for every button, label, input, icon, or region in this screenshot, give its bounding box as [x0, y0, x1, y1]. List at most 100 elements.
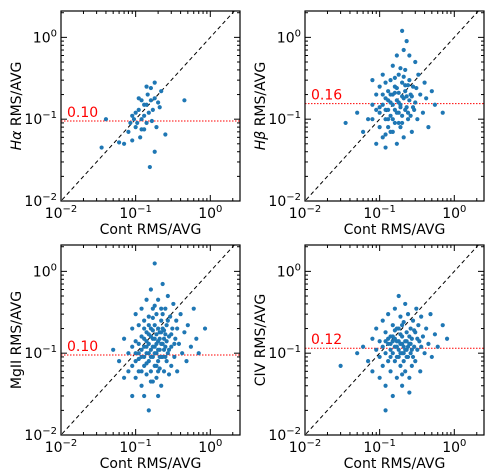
data-point: [418, 369, 423, 374]
data-point: [383, 145, 388, 150]
data-point: [429, 354, 434, 360]
data-point: [414, 85, 419, 91]
data-point: [156, 359, 161, 364]
data-point: [394, 141, 399, 146]
data-point: [407, 375, 412, 380]
data-point: [121, 336, 127, 341]
data-point: [144, 84, 149, 89]
data-point: [388, 347, 393, 352]
data-point: [152, 261, 157, 266]
data-point: [131, 117, 137, 122]
median-label: 0.16: [311, 88, 342, 104]
data-point: [156, 297, 161, 302]
data-point: [400, 80, 405, 85]
data-point: [420, 334, 426, 339]
x-tick-label: 10−2: [45, 438, 78, 456]
data-point: [191, 306, 196, 311]
data-point: [355, 110, 360, 115]
data-point: [432, 332, 438, 337]
data-point: [133, 125, 138, 130]
data-point: [374, 107, 379, 112]
data-point: [355, 351, 360, 356]
y-tick-label: 10−2: [24, 426, 57, 444]
data-point: [161, 328, 167, 333]
data-point: [396, 354, 401, 360]
data-point: [172, 354, 177, 360]
data-point: [388, 92, 393, 97]
data-point: [422, 351, 427, 356]
y-tick-label: 10−2: [268, 192, 301, 210]
data-point: [164, 359, 169, 364]
data-point: [404, 94, 409, 99]
data-point: [409, 363, 414, 368]
data-point: [157, 336, 162, 341]
data-point: [163, 132, 168, 137]
data-point: [407, 78, 412, 83]
data-point: [144, 297, 149, 302]
x-tick-label: 10−1: [363, 204, 396, 222]
data-point: [169, 332, 174, 337]
data-point: [400, 383, 405, 388]
data-point: [394, 344, 399, 349]
data-point: [163, 306, 168, 311]
data-point: [380, 92, 385, 97]
data-point: [410, 84, 416, 89]
data-point: [142, 127, 147, 132]
data-point: [126, 351, 131, 356]
data-point: [429, 89, 434, 94]
panel-frame: [60, 10, 241, 202]
data-point: [407, 98, 412, 103]
data-point: [388, 354, 393, 360]
data-point: [394, 326, 399, 331]
data-point: [154, 375, 159, 380]
data-point: [152, 351, 157, 356]
data-point: [394, 85, 399, 91]
data-point: [159, 306, 164, 311]
data-point: [386, 89, 391, 94]
data-point: [419, 344, 424, 349]
data-point: [133, 359, 138, 364]
data-point: [130, 393, 135, 399]
data-point: [165, 351, 170, 356]
data-point: [135, 120, 140, 126]
data-point: [377, 339, 382, 344]
data-point: [161, 369, 167, 374]
data-point: [156, 369, 161, 374]
data-point: [152, 149, 157, 154]
data-point: [386, 312, 391, 317]
data-point: [392, 359, 397, 364]
x-axis-label: Cont RMS/AVG: [100, 456, 202, 472]
data-point: [388, 369, 393, 374]
x-axis-label: Cont RMS/AVG: [344, 456, 446, 472]
data-point: [133, 375, 138, 380]
data-point: [148, 354, 153, 360]
data-point: [374, 141, 379, 146]
data-point: [428, 312, 433, 317]
data-point: [139, 306, 144, 311]
x-tick-label: 10−2: [45, 204, 78, 222]
data-point: [400, 341, 405, 346]
data-point: [412, 344, 417, 349]
data-point: [156, 393, 161, 399]
y-tick-label: 10−1: [268, 110, 301, 128]
data-point: [400, 113, 405, 118]
data-point: [408, 113, 413, 118]
diagonal-line: [61, 11, 236, 201]
data-point: [154, 341, 159, 346]
x-tick-label: 10−2: [289, 204, 322, 222]
data-point: [418, 92, 423, 97]
data-point: [184, 359, 189, 364]
data-point: [386, 98, 391, 103]
data-point: [403, 107, 408, 112]
data-point: [400, 372, 405, 377]
data-point: [409, 347, 414, 352]
data-point: [146, 323, 151, 328]
data-point: [152, 323, 157, 328]
data-point: [116, 359, 122, 364]
data-point: [174, 318, 179, 323]
data-point: [400, 323, 405, 328]
data-point: [130, 113, 135, 118]
data-point: [164, 339, 169, 344]
